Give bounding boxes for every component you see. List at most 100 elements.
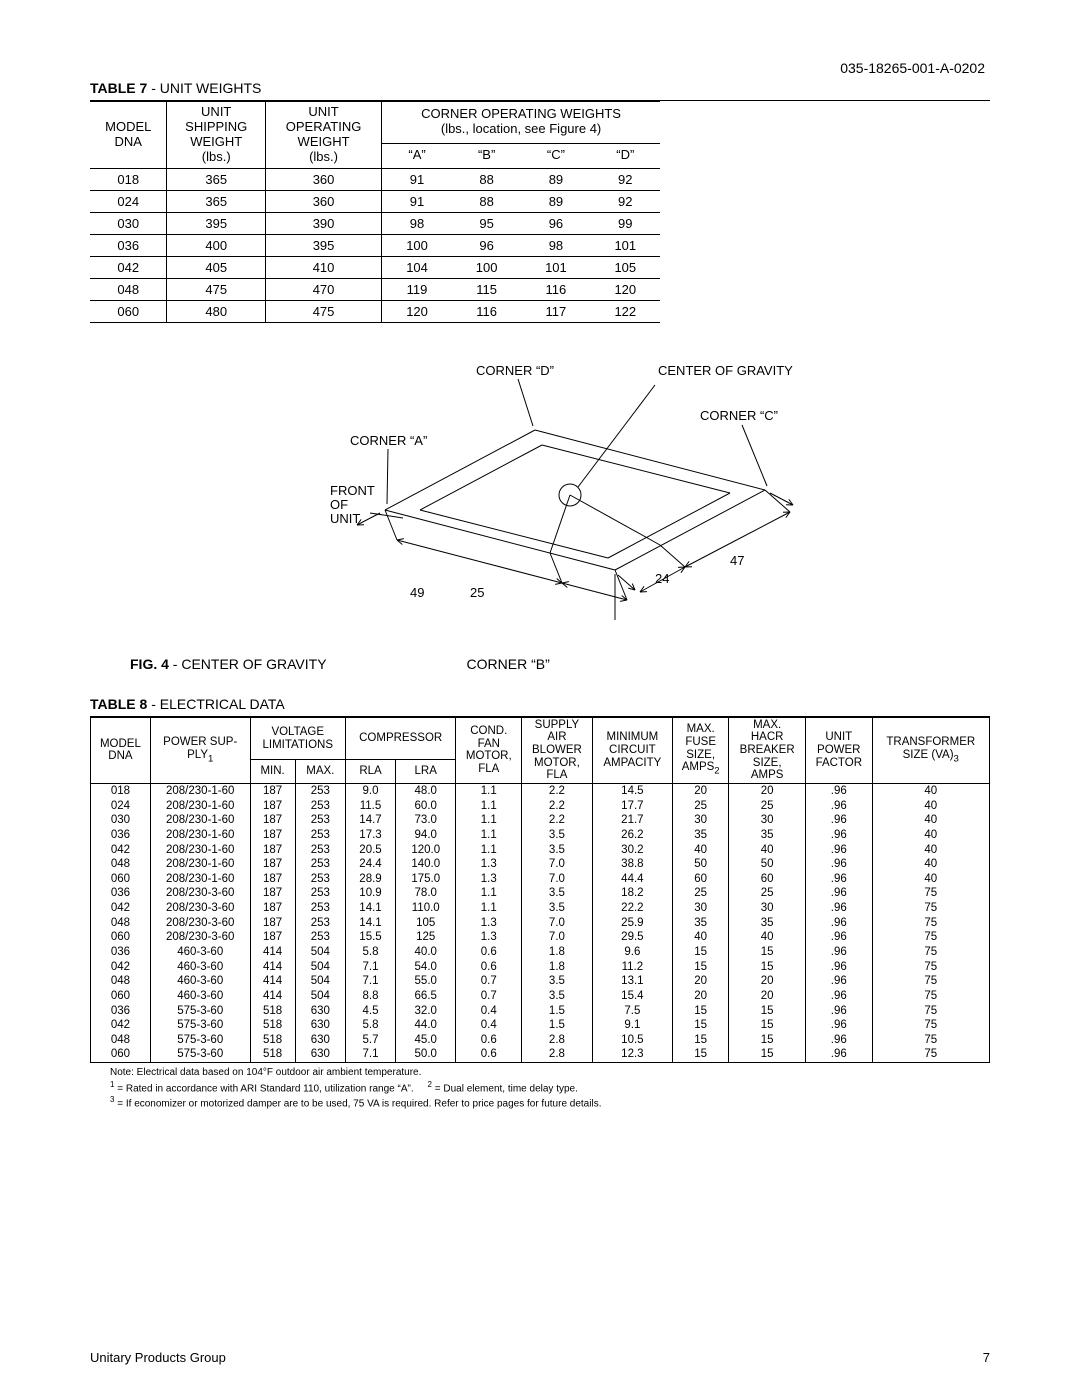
t8-cell: .96 <box>806 960 873 975</box>
t7-cell: 96 <box>521 212 590 234</box>
t7-cell: 365 <box>167 190 265 212</box>
t8-cell: 7.0 <box>522 916 593 931</box>
t7-cell: 115 <box>452 278 521 300</box>
t8-cell: 187 <box>250 828 295 843</box>
t8-cell: 50.0 <box>396 1047 456 1062</box>
t8-cell: 60 <box>673 872 729 887</box>
t8-cell: 75 <box>872 989 989 1004</box>
t8-cell: .96 <box>806 843 873 858</box>
t8-cell: .96 <box>806 1047 873 1062</box>
t8-cell: 15 <box>673 1033 729 1048</box>
t8-cell: 60 <box>729 872 806 887</box>
t8-cell: 504 <box>295 960 345 975</box>
t8-cell: 1.5 <box>522 1004 593 1019</box>
t7-cell: 048 <box>90 278 167 300</box>
t8-cell: 40 <box>729 930 806 945</box>
t8-cell: 253 <box>295 916 345 931</box>
t7-cell: 042 <box>90 256 167 278</box>
t8-h-model: MODEL DNA <box>91 717 151 783</box>
t8-cell: 20 <box>729 783 806 798</box>
t7-h-ship: UNIT SHIPPING WEIGHT (lbs.) <box>167 102 265 169</box>
t8-cell: 187 <box>250 930 295 945</box>
t8-cell: 7.0 <box>522 857 593 872</box>
t8-cell: 1.1 <box>456 783 522 798</box>
t8-cell: 7.1 <box>345 960 395 975</box>
t7-cell: 101 <box>521 256 590 278</box>
t8-cell: 208/230-1-60 <box>150 857 250 872</box>
t8-cell: 630 <box>295 1033 345 1048</box>
t8-cell: 048 <box>91 916 151 931</box>
t8-cell: 460-3-60 <box>150 989 250 1004</box>
t7-cell: 116 <box>521 278 590 300</box>
t8-cell: 1.1 <box>456 828 522 843</box>
t8-cell: 9.6 <box>592 945 672 960</box>
t8-cell: 0.6 <box>456 1033 522 1048</box>
t8-cell: 036 <box>91 945 151 960</box>
t8-cell: 140.0 <box>396 857 456 872</box>
t7-cell: 89 <box>521 168 590 190</box>
t8-cell: 44.4 <box>592 872 672 887</box>
t8-cell: 1.8 <box>522 960 593 975</box>
t7-h-c: “C” <box>521 143 590 168</box>
t8-cell: 25 <box>673 886 729 901</box>
t8-cell: 253 <box>295 886 345 901</box>
t8-cell: 036 <box>91 886 151 901</box>
t7-cell: 024 <box>90 190 167 212</box>
t8-cell: 15 <box>729 945 806 960</box>
t8-cell: 0.4 <box>456 1018 522 1033</box>
t8-cell: 175.0 <box>396 872 456 887</box>
t8-cell: 30 <box>673 901 729 916</box>
t8-cell: 35 <box>673 916 729 931</box>
t8-cell: 30.2 <box>592 843 672 858</box>
t8-cell: 253 <box>295 843 345 858</box>
t8-cell: 518 <box>250 1047 295 1062</box>
t8-cell: 042 <box>91 901 151 916</box>
t8-cell: 14.5 <box>592 783 672 798</box>
t8-cell: 10.9 <box>345 886 395 901</box>
t7-cell: 395 <box>265 234 381 256</box>
t8-cell: .96 <box>806 813 873 828</box>
table8-title-rest: - ELECTRICAL DATA <box>147 696 284 712</box>
note2: = Dual element, time delay type. <box>435 1083 578 1094</box>
t8-cell: 40 <box>872 813 989 828</box>
footer: Unitary Products Group 7 <box>90 1350 990 1365</box>
t8-cell: 75 <box>872 901 989 916</box>
t8-cell: 11.5 <box>345 799 395 814</box>
t8-cell: 18.2 <box>592 886 672 901</box>
t8-cell: 1.1 <box>456 886 522 901</box>
t7-cell: 100 <box>452 256 521 278</box>
t8-cell: 40 <box>872 828 989 843</box>
t8-cell: 13.1 <box>592 974 672 989</box>
t8-cell: 30 <box>729 901 806 916</box>
t7-cell: 105 <box>591 256 660 278</box>
t7-cell: 100 <box>382 234 452 256</box>
t8-cell: 17.3 <box>345 828 395 843</box>
t8-cell: 1.5 <box>522 1018 593 1033</box>
t8-cell: 25.9 <box>592 916 672 931</box>
t8-cell: 9.1 <box>592 1018 672 1033</box>
t8-cell: 94.0 <box>396 828 456 843</box>
t8-h-blower: SUPPLY AIR BLOWER MOTOR, FLA <box>522 717 593 783</box>
t8-cell: 1.8 <box>522 945 593 960</box>
t8-cell: 25 <box>729 886 806 901</box>
t7-cell: 98 <box>382 212 452 234</box>
t8-cell: 40 <box>673 930 729 945</box>
t8-cell: .96 <box>806 828 873 843</box>
t7-cell: 92 <box>591 168 660 190</box>
t8-h-rla: RLA <box>345 760 395 784</box>
t8-cell: 20 <box>673 989 729 1004</box>
fig4-cap-rest: - CENTER OF GRAVITY <box>169 656 327 672</box>
t8-cell: 15 <box>673 960 729 975</box>
t8-cell: 060 <box>91 989 151 1004</box>
t8-cell: .96 <box>806 930 873 945</box>
t8-cell: 15 <box>729 1047 806 1062</box>
t8-cell: 15.5 <box>345 930 395 945</box>
t8-cell: .96 <box>806 1004 873 1019</box>
t8-cell: 208/230-1-60 <box>150 783 250 798</box>
t8-cell: 75 <box>872 886 989 901</box>
t7-cell: 390 <box>265 212 381 234</box>
t8-cell: 208/230-1-60 <box>150 843 250 858</box>
t8-cell: 1.3 <box>456 916 522 931</box>
t8-cell: 048 <box>91 974 151 989</box>
t8-cell: 29.5 <box>592 930 672 945</box>
